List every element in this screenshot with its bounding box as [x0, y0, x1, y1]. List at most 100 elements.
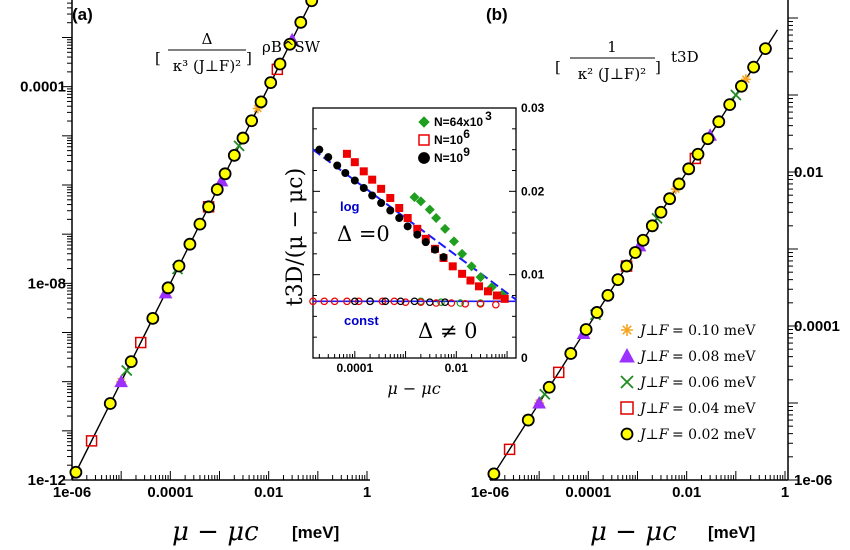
a-point-circle [69, 465, 83, 479]
inset-const-note: const [344, 313, 379, 328]
legend-symbol: J⊥F [637, 375, 670, 391]
inset-point-diamond [448, 236, 459, 247]
b-point-circle-shape [542, 380, 556, 394]
inset-log-note: log [340, 199, 360, 214]
inset-point-square [492, 291, 501, 300]
inset-point-open [343, 297, 351, 306]
a-point-circle [183, 237, 197, 251]
a-point-circle [273, 57, 287, 71]
b-point-circle-shape [701, 132, 715, 146]
b-point-circle [654, 205, 668, 219]
b-point-circle [682, 162, 696, 176]
a-point-circle [245, 114, 259, 128]
a-x-tick-label: 0.01 [254, 484, 283, 501]
inset-point-circle [368, 191, 377, 200]
panel-a-x-title: μ − μc [172, 517, 259, 547]
a-point-circle-shape [236, 131, 250, 145]
inset-legend-marker-diamond [418, 116, 430, 128]
b-y-tick-label: 0.01 [794, 164, 823, 181]
inset-point-circle [403, 222, 412, 231]
inset-y-tick-label: 0.03 [521, 101, 545, 115]
legend-label: = 0.06 meV [672, 375, 756, 391]
b-point-circle-shape [611, 273, 625, 287]
a-point-circle [210, 183, 224, 196]
legend-symbol: J⊥F [637, 323, 670, 339]
legend-label: = 0.04 meV [672, 401, 756, 417]
a-y-tick-label: 0.0001 [20, 79, 66, 96]
inset-x-title: μ − μc [387, 379, 440, 398]
panel-a: 1e-06 0.0001 0.01 1 1e-12 1e-08 0.0001 (a) μ −… [20, 0, 371, 547]
inset-point-open [396, 297, 405, 306]
a-point-circle-shape [183, 237, 197, 251]
panel-a-formula: [ Δ κ³ (J⊥F)² ] ρB^SW [155, 30, 321, 75]
formula-a-right-bracket: ] [246, 49, 252, 67]
inset-point-open [381, 297, 390, 306]
b-point-circle [645, 219, 659, 233]
inset-point-square [448, 262, 457, 271]
panel-b-x-unit: [meV] [708, 523, 755, 542]
b-point-square [503, 443, 516, 456]
legend-marker-x [620, 375, 634, 389]
b-point-square-shape [552, 366, 565, 379]
a-point-circle-shape [218, 167, 232, 181]
panel-b-points [487, 42, 772, 481]
a-point-triangle [114, 374, 129, 388]
a-point-square [134, 336, 147, 349]
a-point-circle-shape [305, 0, 319, 8]
b-point-circle [701, 132, 715, 146]
inset-point-square [395, 204, 404, 212]
a-point-circle-shape [273, 57, 287, 71]
b-point-circle-shape [564, 347, 578, 360]
b-point-triangle [532, 395, 547, 409]
legend-symbol: J⊥F [637, 427, 670, 443]
inset-point-square [350, 158, 359, 167]
a-point-circle [283, 37, 297, 51]
inset-delta-zero: Δ =0 [337, 222, 390, 246]
b-x-tick-label: 0.0001 [565, 484, 611, 501]
a-x-tick-label: 0.0001 [147, 484, 193, 501]
formula-b-suffix: t3D [671, 48, 699, 66]
b-point-circle-shape [672, 177, 686, 191]
inset-delta-nonzero: Δ ≠ 0 [418, 319, 477, 343]
b-point-circle-shape [712, 115, 726, 129]
a-point-circle-shape [146, 311, 160, 325]
b-point-circle-shape [759, 42, 772, 56]
panel-b-label: (b) [486, 5, 508, 24]
a-point-circle-shape [69, 465, 83, 479]
a-point-circle-shape [254, 95, 268, 109]
a-point-circle-shape [103, 397, 117, 410]
legend-marker-asterisk-shape [621, 324, 633, 336]
b-point-circle-shape [735, 79, 748, 93]
a-point-circle-shape [202, 200, 215, 214]
inset-point-square [342, 149, 351, 158]
a-point-circle [264, 76, 278, 89]
inset-point-open [320, 297, 329, 306]
a-point-circle [103, 397, 117, 410]
b-point-asterisk-shape [740, 74, 751, 85]
a-point-circle [124, 355, 138, 368]
legend-label: = 0.02 meV [672, 427, 756, 443]
a-y-tick-label: 1e-08 [28, 275, 66, 292]
b-point-circle-shape [723, 98, 737, 112]
b-point-circle-shape [590, 306, 604, 319]
inset-point-square [403, 214, 412, 222]
a-point-circle-shape [294, 15, 308, 29]
b-point-circle [521, 413, 535, 427]
b-point-circle-shape [487, 467, 501, 481]
a-x-tick-label: 1e-06 [53, 484, 91, 501]
a-point-circle-shape [283, 37, 297, 51]
b-point-circle-shape [691, 147, 705, 161]
inset-legend-marker-diamond-shape [418, 116, 430, 128]
inset-point-open [366, 297, 374, 306]
a-point-circle-shape [124, 355, 138, 368]
b-x-tick-label: 0.01 [672, 484, 701, 501]
inset-point-square [466, 276, 475, 285]
b-point-circle [723, 98, 737, 112]
formula-a-denominator: κ³ (J⊥F)² [173, 57, 241, 75]
inset-point-diamond [431, 213, 442, 223]
inset-point-circle [324, 153, 333, 162]
inset-point-open [456, 299, 465, 307]
inset-point-circle [386, 206, 395, 215]
